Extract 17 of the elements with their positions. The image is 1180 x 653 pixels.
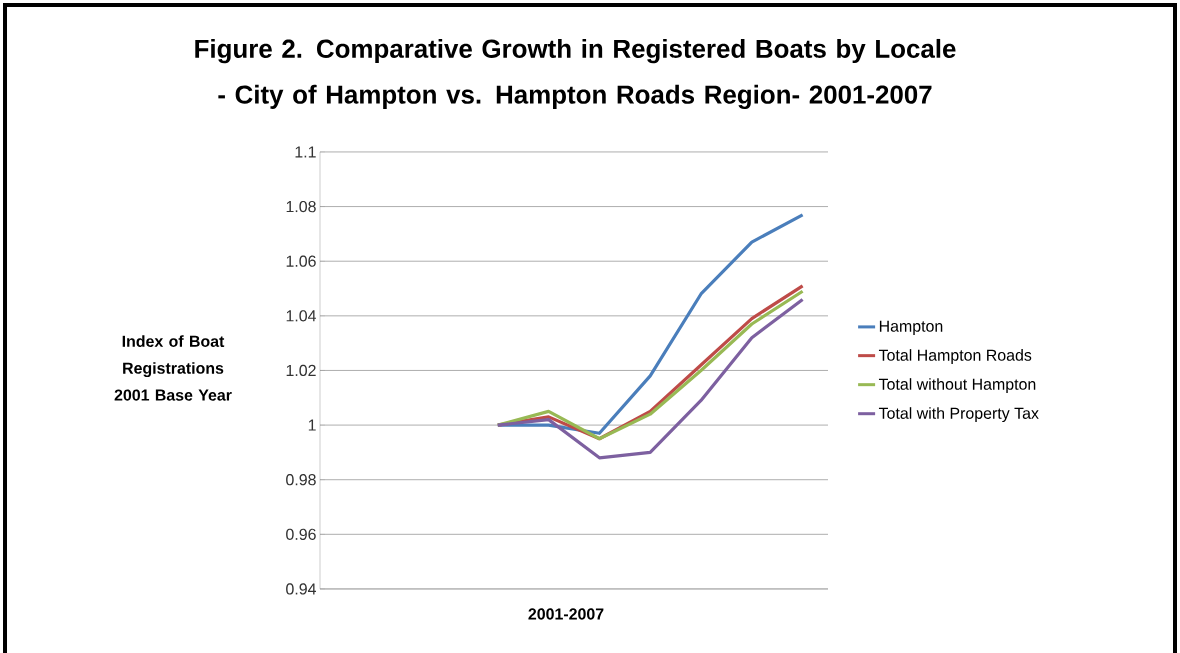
legend-label: Total Hampton Roads xyxy=(878,349,1032,364)
legend-label: Total without Hampton xyxy=(878,378,1036,394)
y-tick-label: 1.04 xyxy=(286,310,317,322)
y-tick-label: 0.94 xyxy=(286,583,317,595)
y-axis-title: Index of Boat Registrations 2001 Base Year xyxy=(114,335,232,401)
line-series xyxy=(496,297,805,460)
y-tick-label: 0.96 xyxy=(286,528,316,540)
y-tick-label: 1.06 xyxy=(286,255,316,267)
x-axis-title: 2001-2007 xyxy=(528,608,604,620)
legend-label: Hampton xyxy=(879,320,943,335)
legend-label: Total with Property Tax xyxy=(878,407,1039,423)
y-tick-label: 1.08 xyxy=(286,200,316,213)
chart-title: Figure 2. Comparative Growth in Registered Boats by Locale - City of Hampton vs. Hampton Roads Region- 2001-2007 xyxy=(195,38,956,110)
y-tick-label: 0.98 xyxy=(286,474,316,486)
y-tick-label: 1.1 xyxy=(295,146,316,158)
y-tick-label: 1 xyxy=(308,419,316,431)
y-tick-label: 1.02 xyxy=(286,364,316,377)
